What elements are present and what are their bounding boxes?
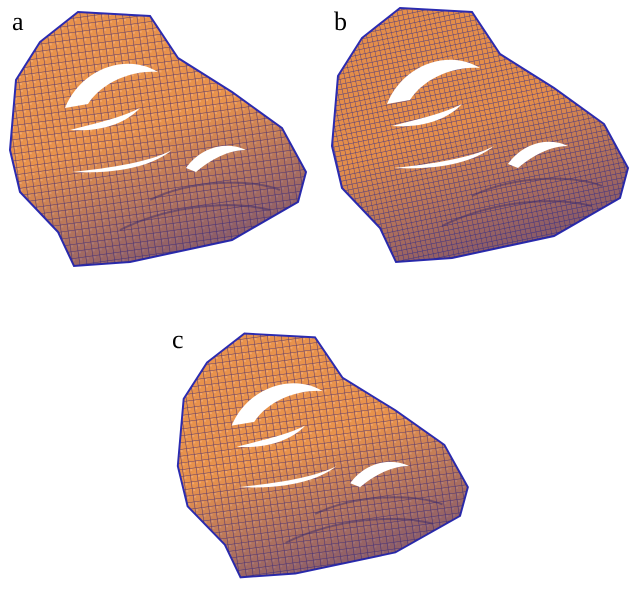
panel-a: a (10, 7, 306, 266)
figure: a b c (0, 0, 634, 590)
panel-label: a (12, 7, 24, 36)
panel-c: c (172, 325, 468, 577)
panel-label: b (334, 7, 347, 36)
panel-label: c (172, 325, 184, 354)
panel-b: b (332, 7, 628, 262)
